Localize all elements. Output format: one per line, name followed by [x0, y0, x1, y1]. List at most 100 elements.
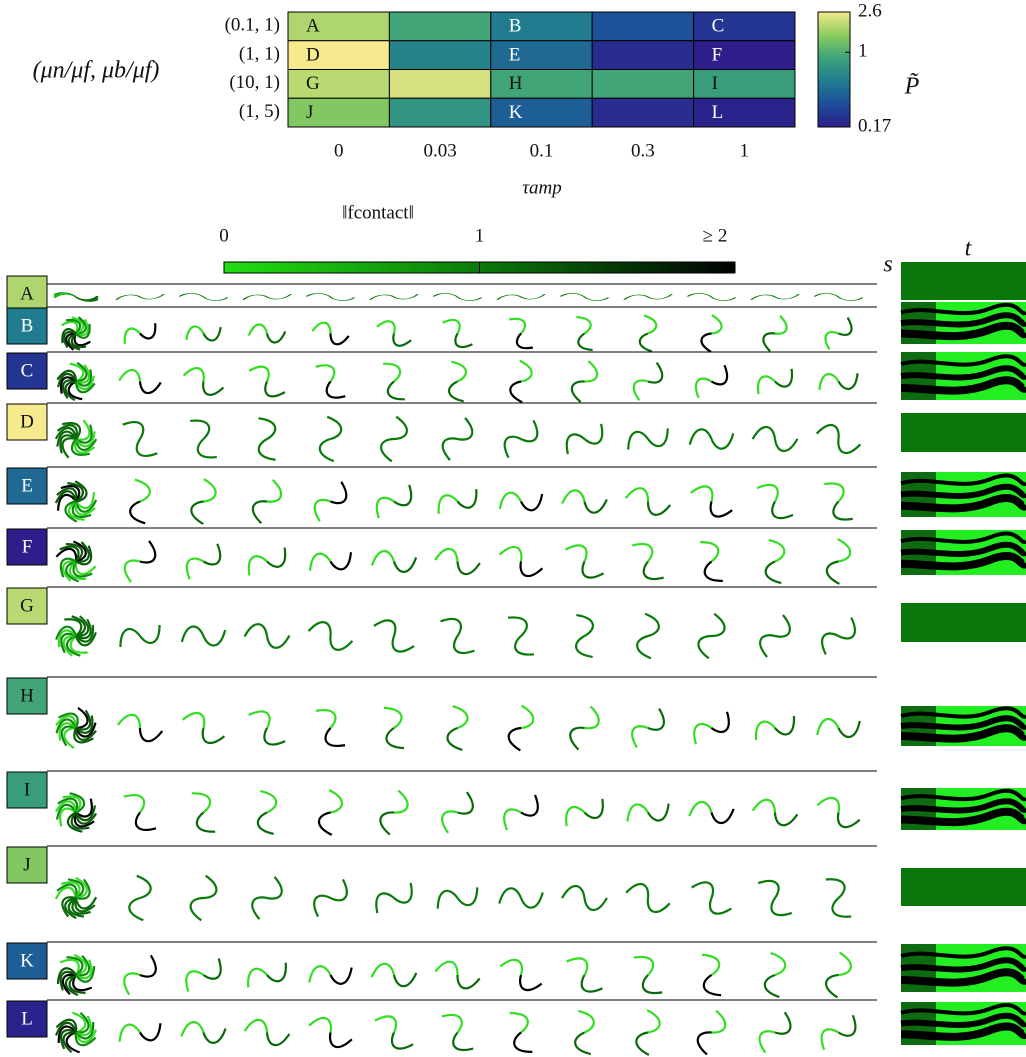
colorbar-tick-label: 1 [858, 41, 868, 62]
snapshot [432, 293, 483, 301]
filament [61, 881, 81, 899]
snapshot [181, 711, 226, 745]
snapshot [632, 361, 664, 402]
snapshot [565, 798, 604, 827]
colorbar [817, 11, 851, 128]
filament [260, 790, 278, 814]
filament [54, 427, 78, 440]
filament [583, 498, 608, 514]
filament [448, 380, 464, 403]
contact-blob [901, 302, 936, 344]
filament [456, 887, 479, 907]
cell-label: D [306, 44, 320, 65]
snapshot [434, 547, 481, 576]
filament [635, 1031, 650, 1056]
filament [313, 498, 331, 522]
snapshot [624, 487, 672, 516]
snapshot [57, 372, 95, 391]
filament [837, 296, 864, 301]
filament [74, 1029, 98, 1044]
filament [498, 887, 523, 904]
filament [65, 560, 80, 583]
filament [59, 545, 80, 563]
filament [375, 892, 395, 914]
contact-blob [901, 530, 936, 575]
filament [584, 705, 600, 730]
cell-label: K [509, 102, 523, 123]
snapshot [370, 550, 418, 573]
filament [837, 1014, 857, 1037]
filament [520, 419, 539, 443]
filament [756, 483, 779, 503]
snapshot [508, 317, 534, 350]
snapshot [62, 615, 90, 657]
filament [328, 789, 344, 814]
filament [559, 293, 586, 298]
filament [54, 490, 78, 504]
filament [770, 897, 793, 917]
filament [432, 293, 459, 298]
snapshot [247, 323, 287, 344]
snapshot [758, 1011, 792, 1054]
filament [135, 438, 158, 457]
snapshot [824, 482, 853, 521]
filament [570, 380, 585, 403]
filament [75, 424, 93, 444]
filament [383, 362, 402, 383]
snapshot [191, 792, 216, 833]
filament [574, 1031, 592, 1056]
filament [515, 332, 534, 350]
filament [390, 1032, 414, 1050]
filament [393, 882, 413, 904]
snapshot [55, 625, 97, 647]
filament [815, 423, 840, 440]
filament [580, 974, 603, 993]
cell-label: I [712, 73, 718, 94]
filament [72, 540, 87, 563]
snapshot [566, 957, 603, 993]
filament [520, 704, 535, 730]
snapshot [756, 483, 794, 520]
snapshot [248, 710, 286, 746]
filament [74, 480, 88, 503]
row-label: A [20, 283, 34, 304]
filament [694, 377, 713, 399]
filament [641, 974, 663, 995]
filament [686, 293, 713, 298]
filament [385, 727, 405, 750]
snapshot [247, 547, 287, 576]
filament [824, 330, 839, 351]
filament [519, 974, 543, 992]
filament [68, 974, 86, 994]
snapshot [318, 415, 343, 463]
filament [138, 294, 165, 300]
filament [73, 812, 95, 828]
filament [61, 422, 82, 440]
filament [64, 500, 78, 523]
filament [75, 965, 96, 983]
snapshot [373, 619, 415, 653]
filament [134, 478, 151, 503]
snapshot [370, 962, 418, 988]
snapshot [185, 543, 222, 580]
snapshot [59, 958, 93, 992]
filament [709, 501, 733, 518]
filament [383, 706, 403, 729]
filament [71, 615, 87, 638]
snapshot [751, 798, 799, 827]
filament [138, 381, 162, 395]
filament [59, 807, 77, 827]
filament [70, 811, 90, 830]
heatmap-cell [388, 69, 492, 99]
snapshot [242, 294, 292, 300]
filament [182, 367, 205, 382]
filament [64, 380, 77, 402]
row-label: F [22, 536, 33, 557]
row-label: J [23, 854, 30, 875]
filament [498, 545, 523, 562]
snapshot [61, 323, 91, 344]
snapshot [818, 373, 859, 390]
filament [64, 896, 77, 920]
filament [61, 973, 77, 995]
filament [65, 634, 81, 657]
